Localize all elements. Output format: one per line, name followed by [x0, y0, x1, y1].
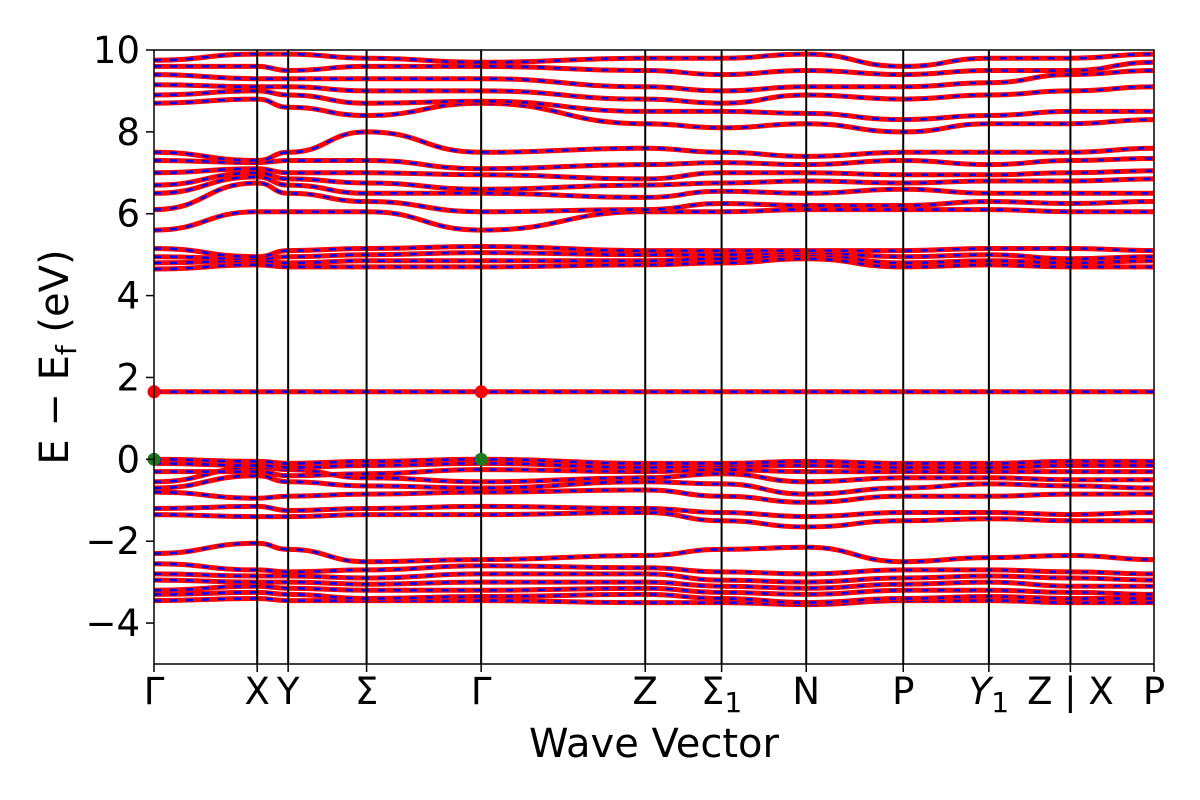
band-line-spin-up: [154, 207, 1154, 233]
x-tick-label: X: [245, 670, 270, 713]
bands-layer: [154, 51, 1154, 608]
y-tick-label: 6: [116, 193, 140, 236]
band-line-spin-down: [154, 157, 1154, 170]
x-tick-label: N: [792, 670, 820, 713]
y-tick-label: 4: [116, 275, 140, 318]
y-tick-label: 2: [116, 356, 140, 399]
y-axis-ticks: −4 −2 0 2 4 6 8 10: [85, 29, 154, 645]
x-tick-label: Z: [633, 670, 658, 713]
y-tick-label: −4: [85, 602, 140, 645]
x-tick-label: Σ1: [701, 670, 742, 719]
x-axis-label: Wave Vector: [529, 721, 780, 767]
y-tick-label: 8: [116, 111, 140, 154]
x-tick-label: P: [1143, 670, 1165, 713]
x-axis-ticks: Γ X Y Σ Γ Z Σ1 N P Y1 Z | X P: [144, 664, 1165, 719]
x-tick-label: Z | X: [1027, 670, 1114, 713]
x-tick-label: Γ: [471, 670, 492, 713]
cbm-marker: [474, 385, 488, 399]
vbm-marker: [474, 452, 488, 466]
band-line-spin-up: [154, 51, 1154, 69]
y-tick-label: 10: [93, 29, 140, 72]
kpoint-lines-layer: [256, 50, 1072, 664]
band-line-spin-up: [154, 540, 1154, 565]
plot-frame: [153, 49, 1155, 665]
y-tick-label: −2: [85, 520, 140, 563]
x-tick-label: Y1: [969, 670, 1009, 719]
band-line-spin-down: [154, 208, 1154, 232]
x-tick-label: P: [892, 670, 914, 713]
band-line-spin-up: [154, 129, 1154, 164]
y-axis-label: E − Ef (eV): [32, 249, 83, 464]
y-tick-label: 0: [116, 438, 140, 481]
markers-layer: [147, 385, 488, 466]
x-tick-label: Σ: [355, 670, 378, 713]
band-line-spin-up: [154, 59, 1154, 78]
x-tick-label: Γ: [144, 670, 165, 713]
x-tick-label: Y: [276, 670, 300, 713]
